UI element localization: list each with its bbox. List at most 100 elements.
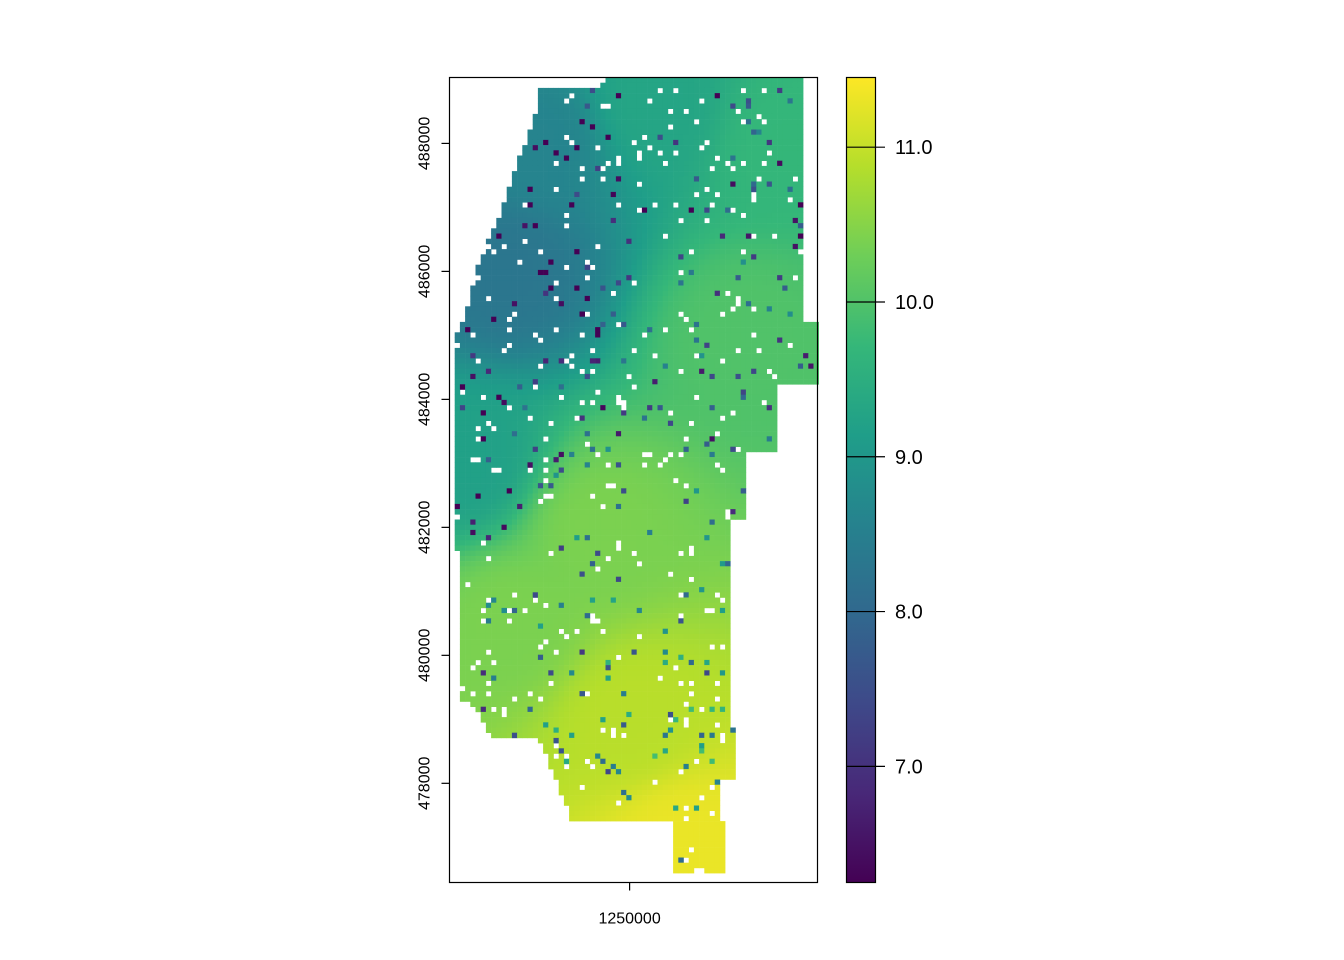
raster-cell (735, 509, 741, 515)
raster-cell (595, 108, 601, 115)
raster-cell (595, 425, 601, 432)
raster-cell (777, 228, 783, 234)
raster-cell (589, 217, 596, 224)
raster-cell (787, 160, 793, 167)
raster-cell (475, 290, 481, 297)
raster-cell (730, 280, 736, 286)
raster-cell (532, 150, 539, 156)
raster-cell (787, 347, 793, 354)
raster-cell (652, 410, 658, 416)
raster-cell (595, 186, 601, 193)
raster-cell (595, 160, 601, 167)
raster-cell (553, 207, 559, 213)
raster-cell (745, 347, 752, 354)
raster-cell (667, 321, 674, 328)
raster-cell (574, 425, 580, 432)
raster-cell (751, 285, 757, 291)
raster-cell (688, 301, 695, 307)
raster-cell (626, 327, 632, 333)
raster-cell (683, 181, 689, 187)
raster-cell (610, 233, 617, 239)
raster-cell (569, 145, 575, 151)
raster-cell (517, 238, 523, 245)
raster-cell (459, 483, 466, 489)
raster-cell (667, 425, 674, 432)
raster-cell (641, 285, 648, 291)
raster-cell (605, 316, 611, 323)
raster-cell (657, 228, 663, 234)
raster-cell (792, 228, 799, 234)
raster-cell (553, 191, 559, 198)
raster-cell (730, 150, 736, 156)
raster-cell (797, 139, 804, 146)
raster-cell (766, 285, 773, 291)
raster-cell (777, 285, 783, 291)
raster-cell (511, 191, 518, 198)
raster-cell (548, 441, 554, 447)
raster-cell (693, 420, 700, 427)
raster-cell (574, 233, 580, 239)
raster-cell (621, 337, 627, 343)
raster-cell (719, 316, 726, 323)
raster-cell (673, 249, 679, 255)
raster-cell (584, 171, 591, 177)
raster-cell (777, 160, 783, 167)
raster-cell (636, 176, 643, 182)
raster-cell (465, 420, 471, 427)
raster-cell (553, 124, 559, 130)
raster-cell (657, 321, 663, 328)
raster-cell (693, 233, 700, 239)
raster-cell (657, 524, 663, 531)
raster-cell (465, 379, 471, 385)
raster-cell (673, 119, 679, 125)
raster-cell (693, 467, 700, 473)
raster-cell (522, 207, 528, 213)
raster-cell (631, 301, 637, 307)
raster-cell (730, 379, 736, 385)
raster-cell (511, 228, 518, 234)
raster-cell (678, 332, 684, 338)
raster-cell (496, 217, 502, 224)
raster-cell (678, 347, 684, 354)
raster-cell (527, 431, 533, 437)
raster-cell (558, 212, 565, 219)
raster-cell (662, 410, 669, 416)
raster-cell (517, 160, 523, 167)
raster-cell (667, 483, 674, 489)
raster-cell (678, 363, 684, 369)
raster-cell (569, 254, 575, 260)
raster-cell (740, 82, 747, 89)
raster-cell (693, 410, 700, 416)
raster-cell (631, 457, 637, 463)
raster-cell (693, 160, 700, 167)
raster-cell (756, 384, 762, 390)
raster-cell (683, 399, 689, 406)
raster-cell (683, 327, 689, 333)
raster-cell (641, 82, 648, 89)
raster-cell (610, 503, 617, 510)
raster-cell (553, 165, 559, 172)
raster-cell (548, 347, 554, 354)
raster-cell (522, 389, 528, 395)
raster-cell (678, 425, 684, 432)
raster-cell (641, 87, 648, 94)
raster-cell (777, 124, 783, 130)
raster-cell (605, 441, 611, 447)
raster-cell (657, 311, 663, 317)
raster-cell (647, 269, 653, 276)
raster-cell (501, 415, 507, 421)
raster-cell (511, 217, 518, 224)
raster-cell (662, 347, 669, 354)
raster-cell (777, 254, 783, 260)
raster-cell (475, 498, 481, 505)
raster-cell (605, 295, 611, 302)
raster-cell (600, 316, 606, 323)
raster-cell (579, 290, 585, 297)
raster-cell (641, 363, 648, 369)
raster-cell (485, 431, 492, 437)
raster-cell (652, 379, 658, 385)
raster-cell (641, 384, 648, 390)
raster-cell (589, 269, 596, 276)
raster-cell (537, 451, 544, 458)
raster-cell (569, 113, 575, 120)
